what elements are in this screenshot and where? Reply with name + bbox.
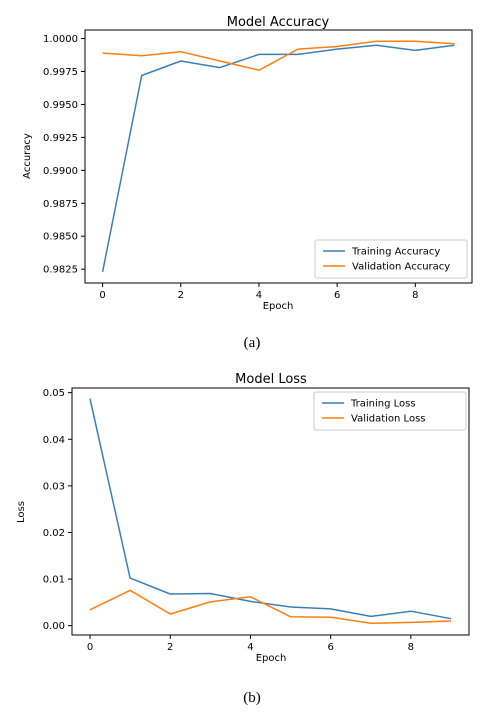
caption-a: (a)	[244, 335, 261, 351]
y-tick-label: 0.9875	[43, 199, 78, 210]
y-tick-label: 1.0000	[43, 34, 78, 45]
series-lines	[101, 40, 455, 272]
y-tick-label: 0.01	[43, 575, 65, 586]
series-line-validation	[102, 40, 455, 71]
y-tick-label: 0.9900	[43, 166, 78, 177]
legend-box	[314, 239, 468, 279]
accuracy-chart: Model Accuracy 0.98250.98500.98750.99000…	[22, 15, 473, 312]
y-tick-label: 0.9950	[43, 100, 78, 111]
legend-box	[313, 391, 467, 431]
plot-frame	[84, 29, 473, 284]
x-axis-label: Epoch	[256, 653, 287, 664]
x-tick-label: 0	[87, 642, 93, 653]
y-tick-label: 0.9975	[43, 67, 78, 78]
legend: Training Loss Validation Loss	[313, 391, 467, 431]
x-tick-label: 6	[334, 290, 340, 301]
y-tick-label: 0.04	[43, 435, 65, 446]
x-tick-label: 6	[327, 642, 333, 653]
loss-chart: Model Loss 0.00 0.01 0.02 0.03 0.04 0.05 0 2 4 6…	[16, 372, 470, 664]
y-tick-label: 0.9925	[43, 133, 78, 144]
plot-frame	[71, 387, 470, 636]
series-lines	[89, 398, 452, 625]
series-line-training	[89, 398, 452, 620]
legend-entry: Training Accuracy	[351, 247, 440, 258]
y-axis: 0.00 0.01 0.02 0.03 0.04 0.05	[43, 388, 72, 632]
chart-title: Model Loss	[235, 372, 307, 387]
x-tick-label: 8	[412, 290, 418, 301]
legend-entry: Training Loss	[350, 399, 416, 410]
chart-title: Model Accuracy	[227, 15, 330, 30]
legend-entry: Validation Accuracy	[352, 262, 450, 273]
x-tick-label: 2	[178, 290, 184, 301]
x-tick-label: 8	[408, 642, 414, 653]
legend: Training Accuracy Validation Accuracy	[314, 239, 468, 279]
series-line-validation	[89, 589, 452, 625]
x-axis-label: Epoch	[263, 301, 294, 312]
x-axis: 0 2 4 6 8	[99, 283, 419, 301]
y-tick-label: 0.00	[43, 621, 65, 632]
y-tick-label: 0.9825	[43, 265, 78, 276]
x-tick-label: 4	[247, 642, 253, 653]
caption-b: (b)	[243, 690, 261, 706]
legend-entry: Validation Loss	[351, 414, 426, 425]
y-axis: 0.9825 0.9850 0.9875 0.9900 0.9925 0.9950 0.99…	[43, 34, 85, 276]
x-tick-label: 2	[167, 642, 173, 653]
series-line-training	[101, 44, 455, 272]
x-tick-label: 0	[99, 290, 105, 301]
y-tick-label: 0.02	[43, 528, 65, 539]
y-tick-label: 0.05	[43, 388, 65, 399]
y-tick-label: 0.9850	[43, 232, 78, 243]
y-axis-label: Loss	[16, 501, 27, 523]
x-axis: 0 2 4 6 8	[87, 635, 414, 653]
y-tick-label: 0.03	[43, 481, 65, 492]
y-axis-label: Accuracy	[22, 133, 33, 179]
x-tick-label: 4	[256, 290, 262, 301]
